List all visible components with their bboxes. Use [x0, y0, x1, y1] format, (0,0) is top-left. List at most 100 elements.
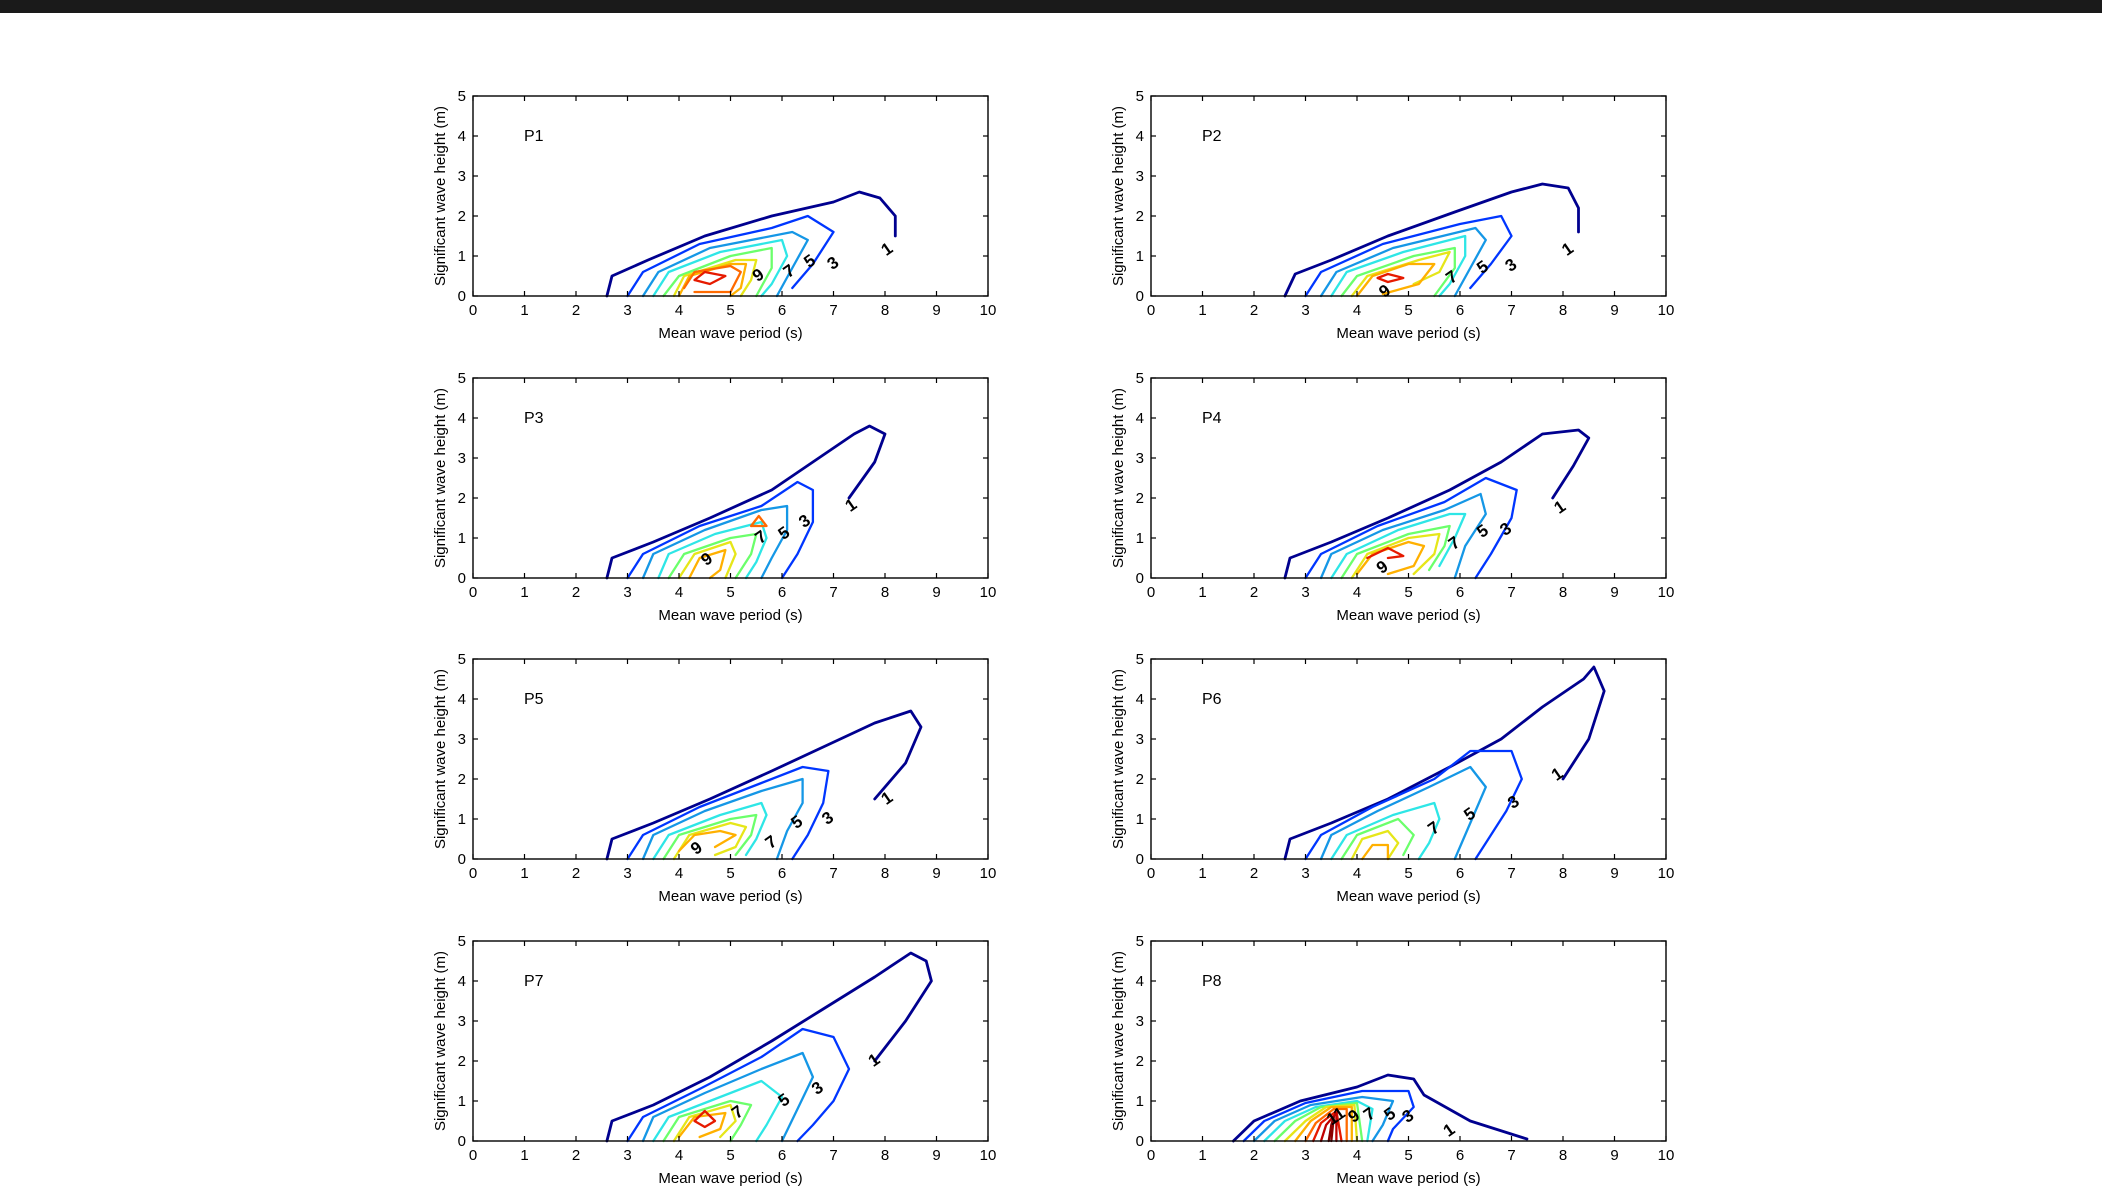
y-tick-label: 3	[458, 1013, 466, 1030]
contour-line-level-4	[1330, 512, 1467, 580]
x-tick-label: 7	[829, 1147, 837, 1164]
x-tick-label: 1	[1198, 865, 1206, 882]
x-tick-label: 2	[1250, 865, 1258, 882]
contour-line-level-4	[652, 801, 768, 861]
x-tick-label: 1	[520, 584, 528, 601]
y-tick-label: 3	[458, 450, 466, 467]
x-tick-label: 9	[932, 302, 940, 319]
contour-line-level-7	[1361, 843, 1390, 861]
contour-line-level-9	[1366, 546, 1405, 560]
contour-label: 5	[1473, 521, 1492, 542]
y-tick-label: 1	[1136, 248, 1144, 265]
x-tick-label: 8	[881, 584, 889, 601]
x-tick-label: 7	[1507, 584, 1515, 601]
contour-label: 5	[800, 251, 819, 272]
x-tick-label: 0	[1147, 584, 1155, 601]
contour-label: 1	[842, 495, 861, 516]
x-tick-label: 3	[1301, 1147, 1309, 1164]
y-tick-label: 2	[458, 490, 466, 507]
contour-line-level-3	[641, 1051, 815, 1143]
y-tick-label: 2	[458, 1053, 466, 1070]
panel-label: P3	[524, 410, 544, 427]
y-axis-label: Significant wave height (m)	[432, 388, 449, 568]
x-tick-label: 1	[520, 302, 528, 319]
contour-line-level-2	[626, 214, 835, 298]
y-tick-label: 5	[458, 933, 466, 950]
contour-line-level-9	[693, 270, 727, 286]
y-tick-label: 2	[458, 771, 466, 788]
contour-label: 7	[762, 832, 781, 853]
contour-line-level-3	[641, 504, 789, 580]
contour-line-level-2	[1304, 214, 1513, 298]
contour-line-level-2	[626, 480, 815, 580]
x-tick-label: 6	[1456, 302, 1464, 319]
y-tick-label: 5	[458, 651, 466, 668]
y-tick-label: 4	[458, 128, 466, 145]
x-tick-label: 8	[1559, 584, 1567, 601]
x-tick-label: 3	[623, 1147, 631, 1164]
y-tick-label: 5	[1136, 651, 1144, 668]
x-tick-label: 6	[778, 584, 786, 601]
x-tick-label: 3	[1301, 584, 1309, 601]
y-tick-label: 0	[458, 851, 466, 868]
x-tick-label: 10	[1658, 584, 1675, 601]
x-tick-label: 1	[1198, 584, 1206, 601]
contour-line-level-1	[605, 709, 923, 861]
y-tick-label: 5	[1136, 88, 1144, 105]
contour-line-level-3	[641, 230, 809, 298]
x-tick-label: 3	[1301, 302, 1309, 319]
x-tick-label: 1	[1198, 1147, 1206, 1164]
contour-label: 3	[1502, 255, 1521, 276]
y-tick-label: 3	[1136, 731, 1144, 748]
y-tick-label: 0	[1136, 851, 1144, 868]
contour-line-level-2	[626, 1027, 851, 1143]
y-tick-label: 4	[1136, 973, 1144, 990]
x-tick-label: 4	[675, 584, 683, 601]
y-axis-label: Significant wave height (m)	[432, 669, 449, 849]
contour-line-level-5	[1340, 524, 1451, 580]
contour-line-level-6	[1283, 1103, 1359, 1143]
x-tick-label: 6	[1456, 584, 1464, 601]
contour-line-level-1	[1232, 1073, 1529, 1143]
x-tick-label: 7	[1507, 865, 1515, 882]
x-tick-label: 4	[1353, 584, 1361, 601]
x-tick-label: 2	[1250, 584, 1258, 601]
y-tick-label: 1	[458, 530, 466, 547]
contour-line-level-2	[1304, 476, 1518, 580]
y-tick-label: 3	[458, 731, 466, 748]
contour-line-level-7	[1355, 262, 1436, 298]
y-tick-label: 2	[458, 208, 466, 225]
contour-line-level-7	[677, 262, 748, 298]
axes-box	[472, 377, 989, 579]
x-tick-label: 3	[1301, 865, 1309, 882]
x-tick-label: 8	[1559, 1147, 1567, 1164]
contour-line-level-5	[662, 246, 773, 298]
x-tick-label: 5	[726, 302, 734, 319]
x-axis-label: Mean wave period (s)	[1336, 607, 1480, 624]
y-axis-label: Significant wave height (m)	[432, 951, 449, 1131]
x-tick-label: 6	[778, 302, 786, 319]
contour-line-level-1	[605, 951, 933, 1143]
contour-line-level-2	[1242, 1089, 1415, 1143]
y-tick-label: 2	[1136, 208, 1144, 225]
x-tick-label: 6	[778, 865, 786, 882]
y-tick-label: 4	[1136, 691, 1144, 708]
contour-line-level-2	[1304, 749, 1523, 861]
x-tick-label: 6	[1456, 865, 1464, 882]
contour-line-level-6	[672, 821, 748, 861]
y-tick-label: 5	[458, 370, 466, 387]
contour-label: 1	[1551, 497, 1570, 518]
contour-line-level-4	[1263, 1099, 1374, 1143]
contour-line-level-5	[667, 532, 758, 580]
y-tick-label: 5	[458, 88, 466, 105]
x-tick-label: 7	[829, 865, 837, 882]
x-tick-label: 7	[829, 302, 837, 319]
y-tick-label: 1	[458, 811, 466, 828]
contour-label: 9	[697, 549, 716, 570]
x-tick-label: 7	[1507, 302, 1515, 319]
y-tick-label: 1	[458, 1093, 466, 1110]
contour-label: 1	[1440, 1120, 1459, 1141]
